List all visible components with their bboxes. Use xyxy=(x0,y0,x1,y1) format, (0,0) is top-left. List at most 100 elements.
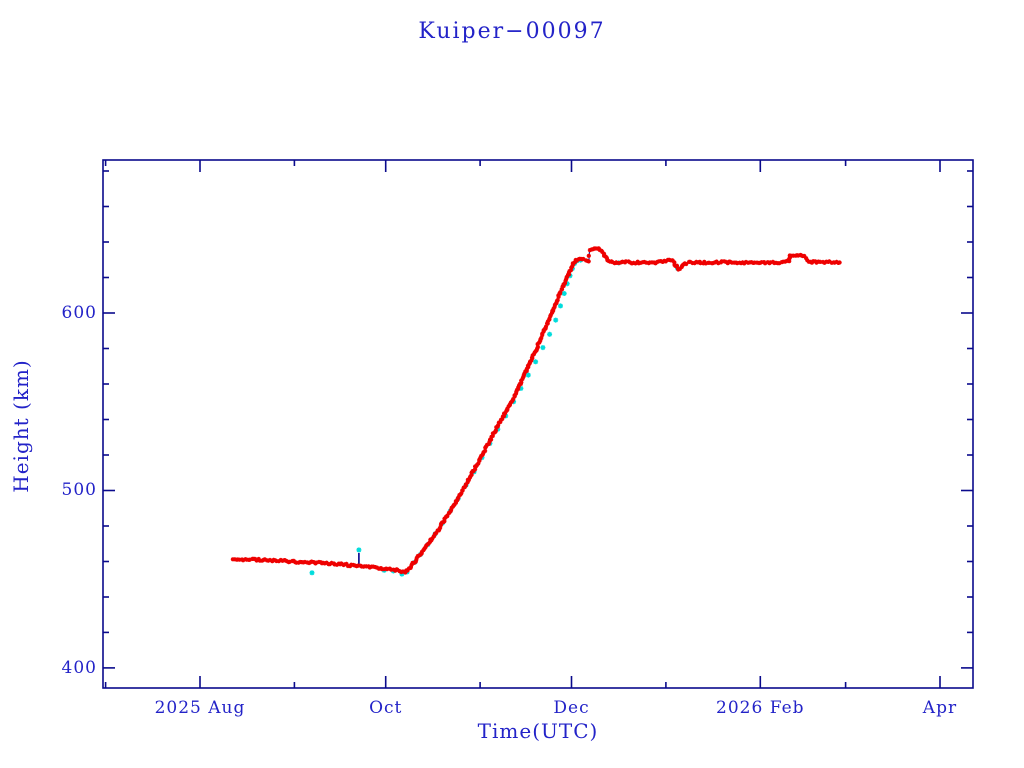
red-data-point xyxy=(496,423,501,428)
red-data-point xyxy=(381,567,387,572)
red-data-point xyxy=(570,261,575,266)
red-data-point xyxy=(302,559,307,565)
red-data-point xyxy=(714,259,719,264)
y-tick-label: 400 xyxy=(61,657,97,678)
red-data-point xyxy=(408,564,413,570)
red-data-point xyxy=(729,260,734,265)
red-data-point xyxy=(460,488,465,493)
red-data-point xyxy=(339,561,344,566)
red-data-point xyxy=(478,455,483,460)
red-data-point xyxy=(379,567,384,572)
red-data-point xyxy=(670,258,675,263)
red-data-point xyxy=(647,260,652,265)
red-data-point xyxy=(524,366,529,371)
red-data-point xyxy=(438,525,443,530)
red-data-point xyxy=(241,558,246,563)
red-data-point xyxy=(684,261,689,267)
red-data-point xyxy=(498,419,503,425)
red-data-point xyxy=(430,536,435,541)
red-data-point xyxy=(334,562,339,567)
red-data-point xyxy=(822,260,827,265)
red-data-point xyxy=(505,406,510,411)
red-data-point xyxy=(469,472,474,477)
red-data-point xyxy=(837,260,842,265)
red-data-point xyxy=(493,428,498,433)
red-data-point xyxy=(752,260,757,265)
cyan-data-point xyxy=(540,345,546,351)
x-tick-label: Oct xyxy=(369,698,403,718)
cyan-data-point xyxy=(356,547,362,553)
red-data-point xyxy=(763,261,768,266)
red-data-point xyxy=(633,261,638,266)
red-data-point xyxy=(287,559,292,564)
y-tick-label: 600 xyxy=(61,302,97,323)
red-data-point xyxy=(237,557,242,562)
red-data-point xyxy=(332,562,337,567)
red-data-point xyxy=(556,293,561,298)
red-data-point xyxy=(529,355,535,360)
red-data-point xyxy=(749,260,754,265)
red-data-point xyxy=(535,342,540,347)
red-data-point xyxy=(802,253,807,259)
red-data-point xyxy=(832,260,837,265)
red-data-point xyxy=(489,437,494,442)
red-data-point xyxy=(716,261,721,266)
red-series xyxy=(230,246,842,575)
red-data-point xyxy=(547,316,552,321)
red-data-point xyxy=(558,290,563,295)
red-data-point xyxy=(759,260,764,265)
red-data-point xyxy=(610,259,615,265)
red-data-point xyxy=(586,253,591,258)
red-data-point xyxy=(254,558,259,563)
red-data-point xyxy=(784,258,789,264)
red-data-point xyxy=(658,259,663,264)
red-data-point xyxy=(653,261,658,266)
red-data-point xyxy=(568,268,574,273)
cyan-data-point xyxy=(518,385,524,391)
red-data-point xyxy=(805,258,810,263)
red-data-point xyxy=(419,549,424,555)
red-data-point xyxy=(294,560,299,565)
cyan-data-point xyxy=(495,426,501,432)
red-data-point xyxy=(562,281,567,286)
red-data-point xyxy=(581,256,586,262)
red-data-point xyxy=(487,439,492,444)
red-data-point xyxy=(574,258,579,263)
red-data-point xyxy=(677,266,682,271)
red-data-point xyxy=(502,411,508,416)
red-data-point xyxy=(500,416,505,421)
red-data-point xyxy=(511,397,516,402)
red-data-point xyxy=(490,433,495,438)
red-data-point xyxy=(688,259,693,264)
red-data-point xyxy=(768,260,773,265)
red-data-point xyxy=(529,358,534,363)
red-data-point xyxy=(712,260,717,265)
red-data-point xyxy=(796,253,801,258)
red-data-point xyxy=(672,260,677,265)
red-data-point xyxy=(777,261,782,266)
red-data-point xyxy=(400,569,405,574)
plot-frame xyxy=(102,159,974,689)
red-data-point xyxy=(276,559,281,564)
x-tick-label: Apr xyxy=(922,698,958,718)
red-data-point xyxy=(555,298,560,303)
red-data-point xyxy=(465,480,470,485)
red-data-point xyxy=(244,557,249,562)
red-data-point xyxy=(655,259,660,265)
red-data-point xyxy=(723,259,729,264)
red-data-point xyxy=(698,261,703,266)
red-data-point xyxy=(572,260,577,265)
red-data-point xyxy=(267,557,273,563)
cyan-data-point xyxy=(558,303,563,309)
axis-ticks xyxy=(103,160,973,688)
red-data-point xyxy=(702,259,707,264)
red-data-point xyxy=(586,259,591,264)
red-data-point xyxy=(535,344,540,350)
cyan-data-point xyxy=(309,570,315,576)
red-data-point xyxy=(476,461,481,466)
red-data-point xyxy=(514,389,519,394)
red-data-point xyxy=(324,560,329,565)
red-data-point xyxy=(459,491,464,496)
